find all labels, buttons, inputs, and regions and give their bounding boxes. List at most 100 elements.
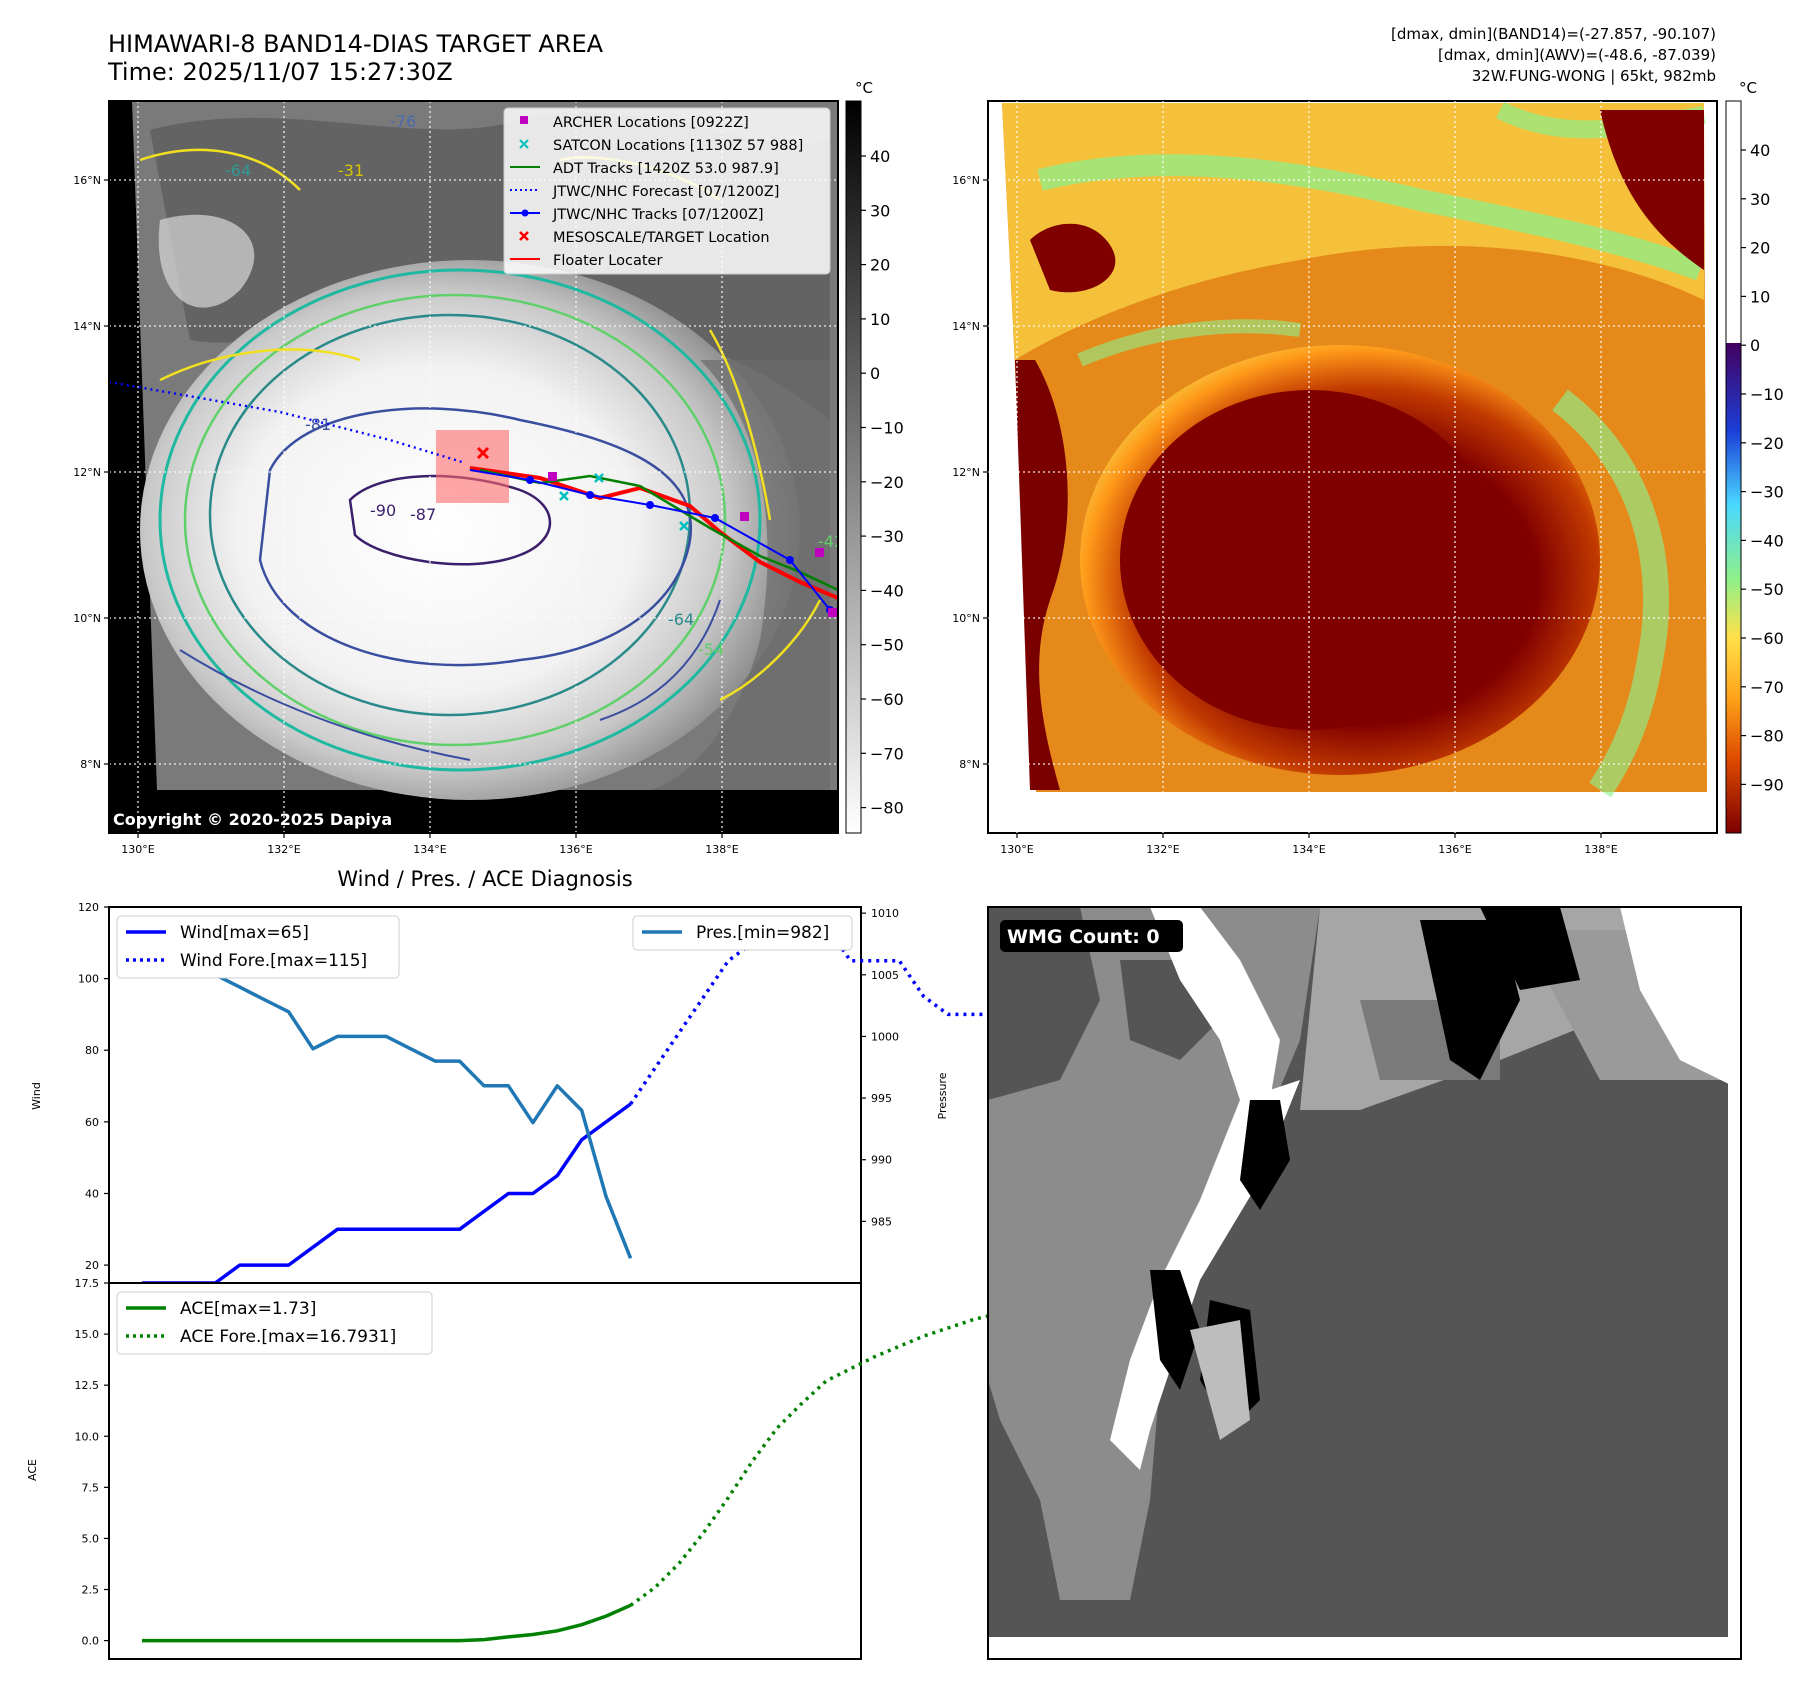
lon-tick-label: 130°E	[121, 843, 154, 856]
lat-tick-label: 16°N	[952, 174, 980, 187]
colorbar-tick-label: 30	[870, 201, 890, 220]
contour-label: -64	[668, 610, 694, 629]
lat-tick-label: 16°N	[73, 174, 101, 187]
legend-pressure: Pres.[min=982]	[696, 923, 829, 943]
stats-storm: 32W.FUNG-WONG | 65kt, 982mb	[1472, 67, 1716, 85]
colorbar-tick-label: −60	[1750, 629, 1784, 648]
legend-adt: ADT Tracks [1420Z 53.0 987.9]	[553, 161, 779, 177]
colorbar-tick-label: −40	[1750, 531, 1784, 550]
floater-track	[469, 466, 838, 600]
diagnosis-title: Wind / Pres. / ACE Diagnosis	[337, 867, 632, 891]
ace-chart: 17.5 15.0 12.5 10.0 7.5 5.0 2.5 0.0 ACE ACE[max…	[26, 1277, 1095, 1660]
lat-tick-label: 10°N	[73, 612, 101, 625]
contour-label: -81	[305, 415, 331, 434]
ir-colorbar	[845, 100, 862, 834]
legend-box	[503, 107, 831, 275]
colorbar-tick-label: 40	[870, 147, 890, 166]
contour-label: -64	[225, 161, 251, 180]
colorbar-tick-label: −70	[1750, 678, 1784, 697]
wmg-panel-frame	[987, 906, 1742, 1660]
lon-tick-label: 134°E	[1292, 843, 1325, 856]
ir-colorbar-ticks: 40 30 20 10 0 −10 −20 −30 −40 −50 −60 −70 −80	[861, 147, 904, 818]
colorbar-tick-label: −60	[870, 690, 904, 709]
wmg-panel: WMG Count: 0	[987, 906, 1742, 1660]
copyright-label: Copyright © 2020-2025 Dapiya	[113, 810, 392, 829]
target-location-marker	[476, 446, 490, 460]
wmg-badge	[1000, 920, 1183, 952]
stats-band14: [dmax, dmin](BAND14)=(-27.857, -90.107)	[1391, 25, 1716, 43]
wind-axis-label: Wind	[30, 1082, 43, 1110]
y-tick-label: 17.5	[75, 1277, 100, 1290]
wind-series	[142, 1102, 632, 1285]
figure-title: HIMAWARI-8 BAND14-DIAS TARGET AREA	[108, 30, 604, 58]
lat-tick-label: 12°N	[73, 466, 101, 479]
y-tick-label: 60	[85, 1116, 99, 1129]
colorbar-tick-label: −80	[870, 799, 904, 818]
ace-series	[142, 1603, 632, 1643]
contour-label: -54	[698, 640, 724, 659]
colorbar-tick-label: −10	[1750, 385, 1784, 404]
legend-archer-marker	[520, 116, 528, 124]
y-tick-label: 80	[85, 1044, 99, 1057]
contour-labels: -76 -64 -81 -87 -90 -64 -54 -42 -31	[225, 112, 838, 659]
lon-tick-label: 130°E	[1000, 843, 1033, 856]
y-tick-label: 12.5	[75, 1379, 100, 1392]
y-right-tick-label: 1000	[871, 1030, 899, 1043]
colorbar-tick-label: −30	[1750, 483, 1784, 502]
lon-tick-label: 132°E	[1146, 843, 1179, 856]
colorbar-tick-label: 40	[1750, 141, 1770, 160]
lon-tick-label: 132°E	[267, 843, 300, 856]
colorbar-tick-label: −90	[1750, 775, 1784, 794]
legend-target: MESOSCALE/TARGET Location	[553, 230, 770, 246]
lat-tick-label: 14°N	[73, 320, 101, 333]
y-tick-label: 100	[78, 973, 99, 986]
colorbar-tick-label: −10	[870, 419, 904, 438]
lon-tick-label: 138°E	[705, 843, 738, 856]
y-tick-label: 15.0	[75, 1328, 100, 1341]
colorbar-tick-label: 20	[1750, 239, 1770, 258]
y-tick-label: 120	[78, 901, 99, 914]
colorbar-tick-label: −20	[1750, 434, 1784, 453]
legend-satcon-marker	[519, 139, 529, 149]
awv-colorbar-fill	[1726, 343, 1741, 833]
legend-ace: ACE[max=1.73]	[180, 1299, 316, 1319]
colorbar-tick-label: −20	[870, 473, 904, 492]
map-axis-ticks: 16°N 14°N 12°N 10°N 8°N 130°E 132°E 134°E 136°E 1…	[73, 174, 1618, 856]
ace-axis-label: ACE	[26, 1459, 39, 1481]
legend-tracks: JTWC/NHC Tracks [07/1200Z]	[552, 207, 764, 223]
y-right-tick-label: 995	[871, 1092, 892, 1105]
colorbar-tick-label: −70	[870, 744, 904, 763]
ir-colorbar-unit: °C	[855, 79, 873, 97]
lat-tick-label: 8°N	[959, 758, 980, 771]
colorbar-tick-label: −80	[1750, 727, 1784, 746]
legend-floater: Floater Locater	[553, 253, 662, 269]
awv-colorbar-unit: °C	[1739, 79, 1757, 97]
figure-time: Time: 2025/11/07 15:27:30Z	[107, 58, 453, 86]
legend-archer: ARCHER Locations [0922Z]	[553, 115, 749, 131]
stats-awv: [dmax, dmin](AWV)=(-48.6, -87.039)	[1438, 46, 1716, 64]
ir-panel: -76 -64 -81 -87 -90 -64 -54 -42 -31 Copy…	[108, 79, 904, 834]
colorbar-tick-label: 0	[1750, 336, 1760, 355]
lon-tick-label: 136°E	[1438, 843, 1471, 856]
y-tick-label: 2.5	[82, 1584, 100, 1597]
colorbar-tick-label: −30	[870, 527, 904, 546]
lat-tick-label: 12°N	[952, 466, 980, 479]
colorbar-tick-label: 0	[870, 364, 880, 383]
wmg-count-label: WMG Count: 0	[1007, 926, 1160, 948]
y-tick-label: 20	[85, 1259, 99, 1272]
awv-colorbar-ticks: 40 30 20 10 0 −10 −20 −30 −40 −50 −60 −70 −80 −90	[1741, 141, 1784, 794]
legend-ace-forecast: ACE Fore.[max=16.7931]	[180, 1327, 396, 1347]
wind-pressure-chart: 120 100 80 60 40 20 1010 1005 1000 995 990 985 Wind…	[30, 901, 1096, 1285]
lon-tick-label: 136°E	[559, 843, 592, 856]
legend-wind: Wind[max=65]	[180, 923, 309, 943]
colorbar-tick-label: 20	[870, 256, 890, 275]
lon-tick-label: 138°E	[1584, 843, 1617, 856]
y-tick-label: 0.0	[82, 1635, 100, 1648]
colorbar-tick-label: −50	[1750, 580, 1784, 599]
legend-wind-forecast: Wind Fore.[max=115]	[180, 951, 367, 971]
y-tick-label: 5.0	[82, 1532, 100, 1545]
y-tick-label: 40	[85, 1187, 99, 1200]
colorbar-tick-label: 30	[1750, 190, 1770, 209]
y-right-tick-label: 990	[871, 1154, 892, 1167]
